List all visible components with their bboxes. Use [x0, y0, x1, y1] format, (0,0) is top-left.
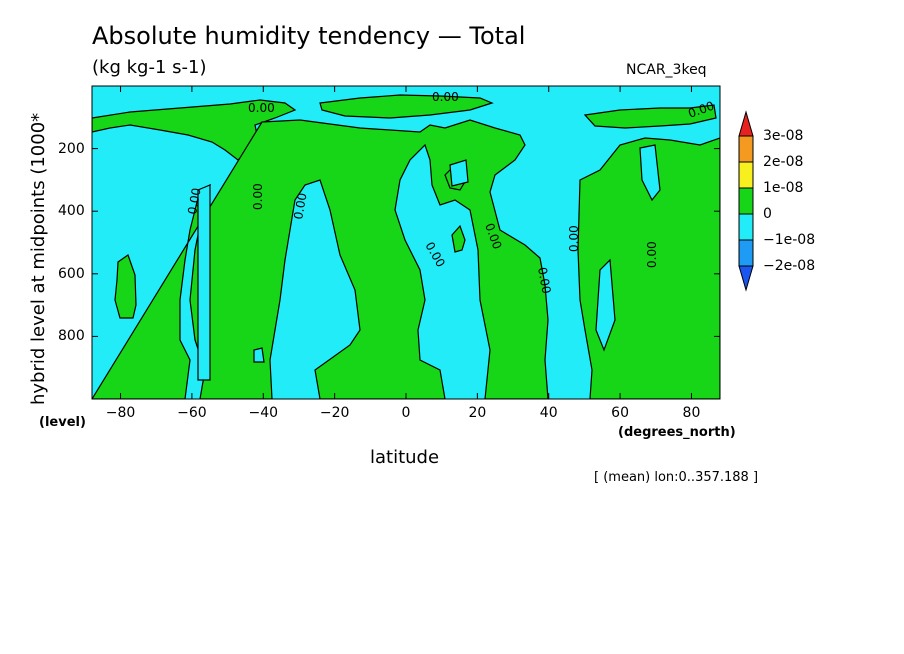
contour-label: 0.00	[535, 266, 553, 295]
colorbar-label: 3e-08	[763, 128, 804, 144]
colorbar-lower-arrow	[738, 265, 754, 292]
cyan-hole-1	[197, 184, 211, 381]
x-tick-label: 20	[468, 405, 487, 421]
colorbar-upper-arrow	[738, 110, 754, 137]
colorbar-label: 0	[763, 206, 772, 222]
chart-source: NCAR_3keq	[626, 62, 707, 78]
contour-label: 0.00	[432, 90, 459, 104]
x-axis-label: latitude	[370, 447, 440, 468]
y-tick-label: 200	[58, 140, 85, 157]
positive-regions	[92, 94, 720, 399]
colorbar-label: −1e-08	[763, 232, 816, 248]
y-axis-unit: (level)	[39, 415, 86, 430]
colorbar-segment	[738, 213, 754, 241]
cyan-hole-3	[449, 159, 469, 187]
colorbar-segment	[738, 239, 754, 267]
chart-title: Absolute humidity tendency — Total	[92, 22, 526, 50]
green-patch-center-b	[451, 224, 466, 253]
chart-units: (kg kg-1 s-1)	[92, 57, 207, 78]
green-band-upper-right	[583, 104, 717, 129]
x-tick-label: −80	[105, 405, 136, 421]
contour-label: 0.00	[185, 187, 203, 216]
x-tick-label: −20	[319, 405, 350, 421]
x-tick-label: 80	[682, 405, 701, 421]
green-band-upper-center	[319, 94, 494, 119]
x-tick-label: 40	[539, 405, 558, 421]
contour-label: 0.00	[251, 183, 265, 210]
y-tick-label: 600	[58, 265, 85, 282]
y-tick-label: 400	[58, 203, 85, 220]
cyan-hole-4	[639, 144, 661, 202]
footnote: [ (mean) lon:0..357.188 ]	[594, 470, 759, 485]
colorbar-segment	[738, 161, 754, 189]
green-mass-right	[577, 137, 720, 399]
colorbar-segment	[738, 187, 754, 215]
y-axis-label: hybrid level at midpoints (1000*	[28, 112, 49, 405]
contour-label: 0.00	[291, 192, 309, 221]
x-tick-label: −40	[248, 405, 279, 421]
colorbar-segment	[738, 135, 754, 163]
x-axis-unit: (degrees_north)	[618, 425, 736, 440]
colorbar-label: 2e-08	[763, 154, 804, 170]
green-patch-far-left	[114, 254, 137, 319]
x-tick-label: −60	[177, 405, 207, 421]
y-tick-label: 800	[58, 328, 85, 345]
cyan-hole-5	[595, 258, 616, 352]
colorbar-label: −2e-08	[763, 258, 816, 274]
x-tick-label: 60	[611, 405, 629, 421]
cyan-hole-2	[253, 347, 265, 363]
contour-label: 0.00	[645, 241, 659, 268]
x-tick-label: 0	[401, 405, 411, 421]
colorbar-label: 1e-08	[763, 180, 804, 196]
contour-label: 0.00	[248, 101, 275, 115]
contour-label: 0.00	[567, 225, 581, 252]
